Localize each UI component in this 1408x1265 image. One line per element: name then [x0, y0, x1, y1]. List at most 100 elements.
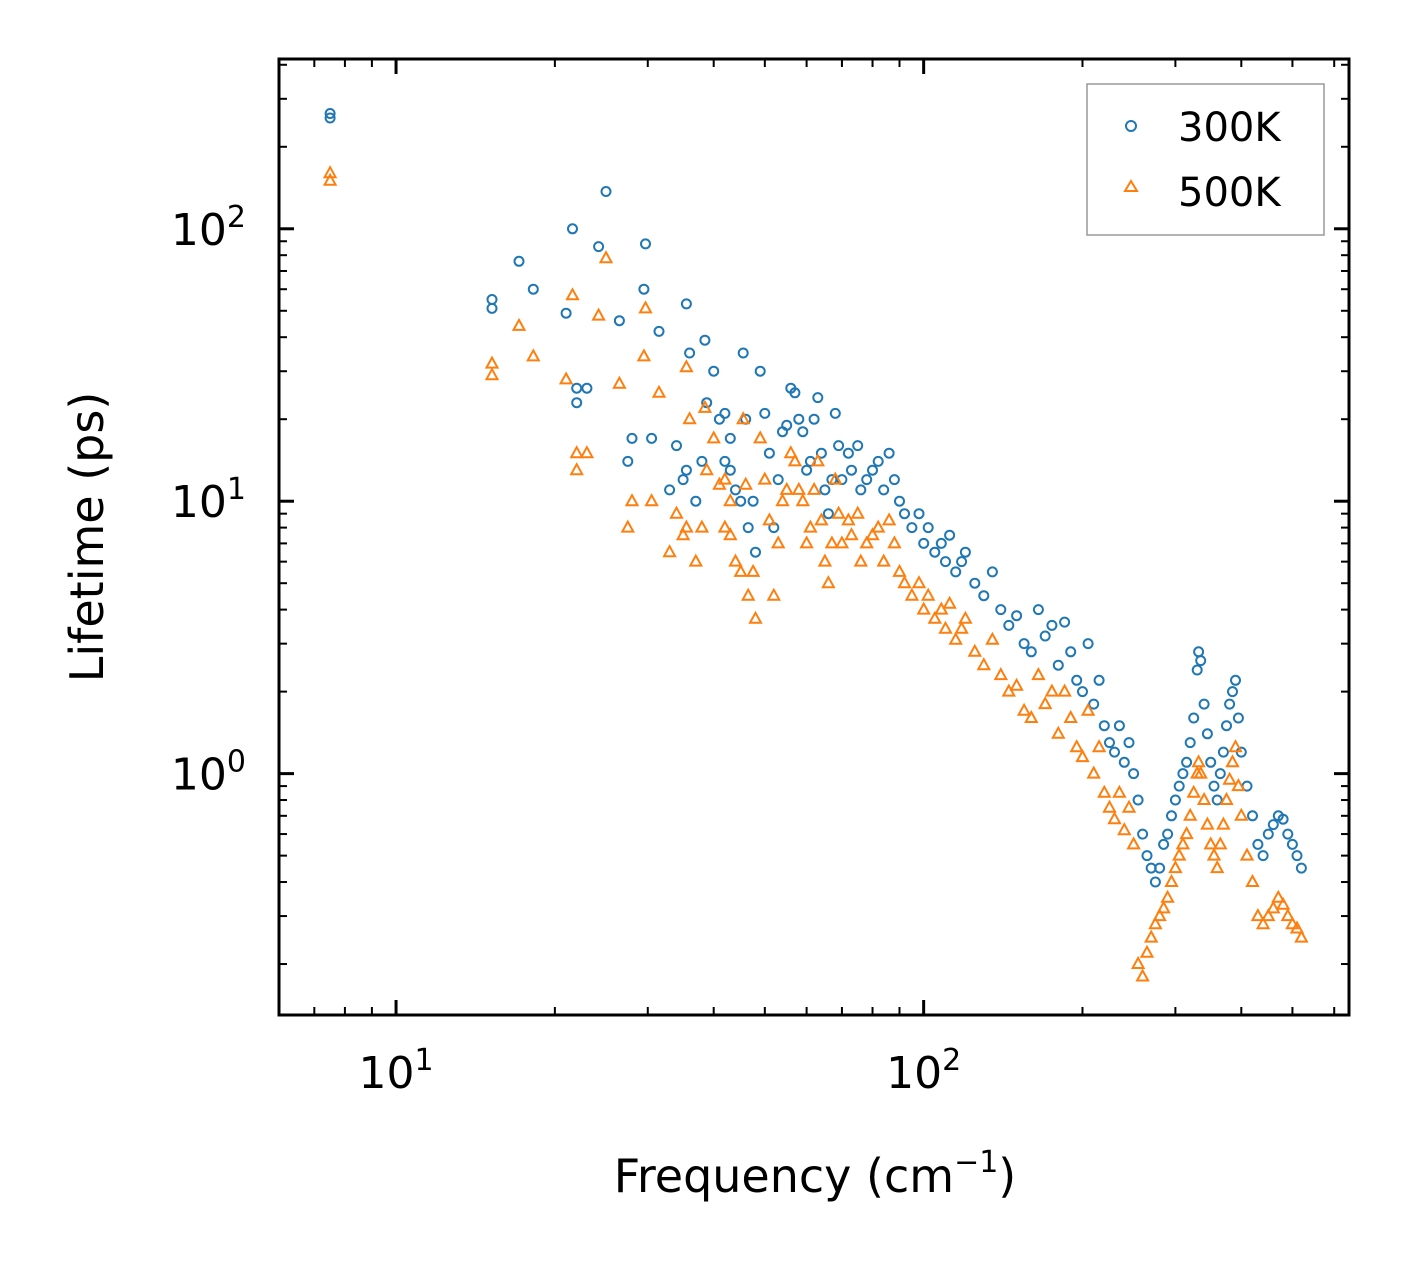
data-point — [865, 527, 880, 541]
data-point — [567, 223, 578, 235]
data-point — [1173, 780, 1185, 792]
data-point — [1186, 784, 1201, 798]
data-point — [1179, 826, 1194, 840]
data-point — [1289, 920, 1305, 934]
data-point — [759, 407, 771, 419]
data-point — [1024, 709, 1039, 723]
x-axis-label: Frequency (cm−1) — [614, 1145, 1017, 1203]
data-point — [600, 186, 612, 197]
data-point — [828, 471, 843, 485]
data-point — [887, 535, 902, 549]
data-point — [956, 556, 968, 568]
data-point — [940, 556, 951, 568]
data-point — [719, 455, 731, 467]
data-point — [757, 471, 772, 485]
data-point — [775, 493, 790, 507]
data-point — [1213, 836, 1228, 850]
data-point — [624, 493, 640, 507]
data-point — [841, 512, 856, 526]
data-point — [1113, 720, 1125, 732]
data-point — [927, 610, 942, 624]
data-point — [745, 563, 761, 577]
legend: 300K 500K — [1086, 83, 1325, 236]
data-point — [771, 535, 786, 549]
data-point — [1275, 896, 1291, 910]
data-point — [1217, 746, 1229, 758]
data-point — [324, 112, 336, 124]
data-point — [911, 575, 927, 589]
data-point — [636, 348, 652, 362]
data-point — [1257, 850, 1269, 862]
data-point — [569, 445, 584, 459]
data-point — [787, 453, 803, 467]
data-point — [1232, 712, 1244, 724]
data-point — [1183, 807, 1198, 821]
data-point — [1195, 655, 1207, 667]
data-point — [1093, 674, 1105, 686]
data-point — [1075, 749, 1090, 763]
data-point — [750, 546, 761, 558]
data-point — [622, 455, 634, 467]
data-point — [322, 172, 338, 186]
data-point — [1156, 900, 1171, 914]
data-point — [571, 397, 583, 409]
data-point — [1222, 771, 1237, 785]
data-point — [846, 464, 857, 476]
data-point — [1271, 889, 1286, 903]
data-point — [883, 447, 895, 459]
data-point — [646, 432, 658, 444]
data-point — [1107, 811, 1122, 825]
data-point — [1009, 677, 1024, 691]
major-ticks — [279, 59, 1349, 1015]
data-point — [640, 238, 651, 250]
data-point — [817, 553, 833, 567]
data-point — [1208, 780, 1220, 792]
data-point — [1160, 889, 1175, 903]
data-point — [913, 508, 925, 520]
data-point — [829, 407, 841, 419]
data-point — [651, 384, 667, 398]
data-point — [1044, 683, 1060, 697]
legend-box — [1086, 83, 1325, 236]
data-point — [1193, 765, 1208, 779]
data-point — [1172, 847, 1187, 861]
data-point — [850, 505, 865, 519]
y-tick-label: 100 — [171, 745, 246, 801]
data-point — [871, 519, 886, 533]
data-point — [723, 527, 738, 541]
data-point — [852, 440, 864, 452]
data-point — [1137, 828, 1149, 840]
data-point — [644, 493, 659, 507]
data-point — [322, 165, 338, 179]
data-point — [1046, 619, 1058, 631]
y-tick-label: 102 — [171, 200, 246, 256]
data-point — [1277, 813, 1289, 825]
data-point — [894, 495, 905, 507]
data-point — [899, 508, 910, 520]
data-point — [1071, 674, 1083, 686]
data-point — [978, 590, 990, 602]
data-point — [1169, 794, 1181, 806]
y-axis-label: Lifetime (ps) — [60, 392, 114, 683]
data-point — [878, 484, 890, 496]
data-point — [888, 474, 900, 486]
data-point — [708, 365, 720, 377]
data-point — [1221, 720, 1232, 732]
data-point — [565, 287, 580, 301]
series-300k — [324, 108, 1307, 888]
data-point — [1097, 784, 1112, 798]
data-point — [527, 283, 539, 295]
data-point — [690, 495, 702, 507]
data-point — [664, 484, 676, 496]
data-point — [1231, 778, 1246, 792]
data-point — [1206, 847, 1222, 861]
data-point — [593, 241, 605, 253]
data-point — [1291, 850, 1303, 862]
data-point — [1262, 828, 1274, 840]
data-point — [581, 382, 593, 394]
data-point — [799, 535, 814, 549]
data-point — [1126, 836, 1141, 850]
data-point — [1104, 737, 1115, 749]
data-point — [1205, 756, 1217, 768]
data-point — [1132, 794, 1144, 806]
